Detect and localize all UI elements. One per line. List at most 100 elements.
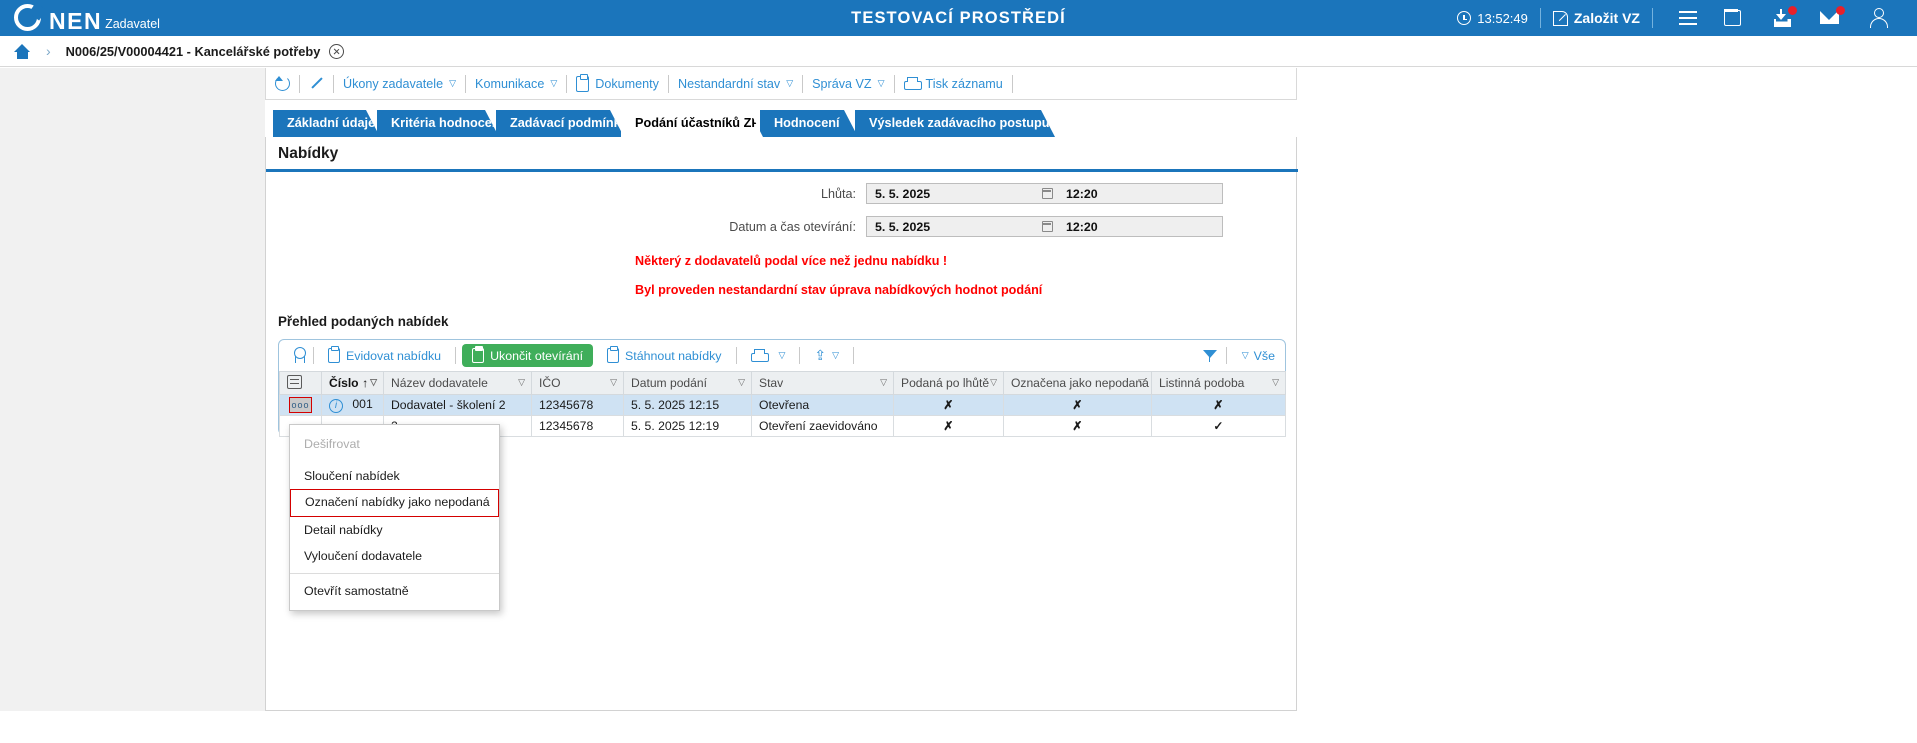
ctx-otevrit-samostatne[interactable]: Otevřít samostatně [304,584,409,598]
menu-komunikace[interactable]: Komunikace ▽ [466,68,566,99]
calendar-icon[interactable] [1042,221,1053,232]
column-chooser[interactable] [279,371,322,395]
otevirani-input[interactable]: 5. 5. 2025 12:20 [866,216,1223,237]
printer-icon [750,348,769,363]
ctx-oznaceni-nabidky-jako-nepodana[interactable]: Označení nabídky jako nepodaná [290,489,499,517]
clock-time: 13:52:49 [1477,10,1528,26]
divider [799,347,801,364]
info-icon[interactable]: i [329,399,343,413]
calendar-icon[interactable] [1042,188,1053,199]
divider [1652,8,1653,28]
cislo-value: 001 [352,397,373,411]
cell-stav: Otevřena [751,394,894,416]
brand-logo[interactable]: NEN Zadavatel [14,4,160,34]
cell-oznacena-jako-nepodana: ✗ [1003,415,1152,437]
th-label: Označena jako nepodaná [1011,376,1149,390]
mail-icon[interactable] [1820,6,1845,29]
divider [735,347,737,364]
create-vz-label: Založit VZ [1573,10,1640,26]
th-label: Listinná podoba [1159,376,1245,390]
menu-nestandardni-stav[interactable]: Nestandardní stav ▽ [669,68,802,99]
menu-sprava-vz[interactable]: Správa VZ ▽ [803,68,893,99]
lhuta-input[interactable]: 5. 5. 2025 12:20 [866,183,1223,204]
th-ico[interactable]: IČO ▽ [531,371,624,395]
stahnout-nabidky-button[interactable]: Stáhnout nabídky [599,346,729,365]
divider [566,74,568,93]
calendar-icon[interactable] [1724,7,1746,29]
th-cislo[interactable]: Číslo ↑ ▽ [321,371,384,395]
user-icon[interactable] [1868,7,1890,29]
tab-hodnoceni[interactable]: Hodnocení [760,110,858,137]
clock-display: 13:52:49 [1457,11,1528,26]
cell-ico: 12345678 [531,415,624,437]
printer-icon [903,76,922,91]
breadcrumb-label[interactable]: N006/25/V00004421 - Kancelářské potřeby [65,43,321,59]
tab-podani-ucastniku-zp[interactable]: Podání účastníků ZP [621,110,763,137]
menu-label: Úkony zadavatele [343,76,444,91]
cell-ico: 12345678 [531,394,624,416]
ctx-detail-nabidky[interactable]: Detail nabídky [304,523,383,537]
close-icon[interactable] [329,43,345,59]
ctx-vylouceni-dodavatele[interactable]: Vyloučení dodavatele [304,549,423,563]
divider [313,347,314,364]
cell-oznacena-jako-nepodana: ✗ [1003,394,1152,416]
brand-name: NEN [49,8,103,34]
chevron-down-icon: ▽ [778,350,786,360]
chevron-down-icon: ▽ [518,377,525,387]
export-button[interactable]: ⇪ ▽ [806,345,847,366]
cell-cislo: i 001 [321,394,384,416]
th-datum-podani[interactable]: Datum podání ▽ [623,371,752,395]
download-icon[interactable] [1772,6,1797,29]
column-settings-icon [287,374,302,389]
ukoncit-otevirani-button[interactable]: Ukončit otevírání [462,344,594,367]
th-listinna-podoba[interactable]: Listinná podoba ▽ [1151,371,1286,395]
document-icon [576,73,590,92]
menu-icon[interactable] [1679,11,1697,25]
cell-podana-po-lhute: ✗ [893,415,1004,437]
menu-label: Komunikace [475,76,545,91]
evidovat-nabidku-button[interactable]: Evidovat nabídku [320,346,449,365]
divider [333,74,334,93]
tab-kriteria-hodnoceni[interactable]: Kritéria hodnocení [377,110,499,137]
th-label: Datum podání [631,376,707,390]
funnel-icon[interactable] [1202,349,1217,362]
menu-label: Dokumenty [595,76,659,91]
filter-all-label[interactable]: Vše [1253,348,1275,363]
create-vz-button[interactable]: Založit VZ [1552,10,1640,26]
cell-nazev-dodavatele: Dodavatel - školení 2 [383,394,532,416]
row-menu-button[interactable]: ooo [289,397,312,413]
chevron-down-icon: ▽ [370,377,377,387]
divider [853,347,855,364]
award-icon[interactable] [291,347,307,364]
divider [465,74,467,93]
refresh-icon [275,76,290,91]
tab-zakladni-udaje[interactable]: Základní údaje [273,110,380,137]
refresh-button[interactable] [266,68,299,99]
menu-tisk-zaznamu[interactable]: Tisk záznamu [895,68,1012,99]
ctx-slouceni-nabidek[interactable]: Sloučení nabídek [304,469,400,483]
app-header: NEN Zadavatel TESTOVACÍ PROSTŘEDÍ 13:52:… [0,0,1917,36]
menu-ukony-zadavatele[interactable]: Úkony zadavatele ▽ [334,68,465,99]
divider [1539,8,1541,28]
breadcrumb: › N006/25/V00004421 - Kancelářské potřeb… [0,36,1917,67]
button-label: Evidovat nabídku [346,348,442,363]
th-oznacena-jako-nepodana[interactable]: Označena jako nepodaná ▽ [1003,371,1152,395]
chevron-down-icon: ▽ [880,377,887,387]
edit-button[interactable] [300,68,333,99]
tab-zadavaci-podminky[interactable]: Zadávací podmínky [496,110,624,137]
th-nazev-dodavatele[interactable]: Název dodavatele ▽ [383,371,532,395]
row-actions-cell[interactable]: ooo [279,394,322,416]
clipboard-icon [328,346,340,363]
home-icon[interactable] [14,43,31,59]
divider [299,74,300,93]
main-panel: Nabídky Lhůta: 5. 5. 2025 12:20 Datum a … [265,137,1298,711]
chevron-down-icon: ▽ [738,377,745,387]
otevirani-date-value: 5. 5. 2025 [875,219,931,234]
print-button[interactable]: ▽ [743,347,794,365]
th-podana-po-lhute[interactable]: Podaná po lhůtě ▽ [893,371,1004,395]
table-row[interactable]: ooo i 001 Dodavatel - školení 2 12345678… [279,394,1286,416]
menu-dokumenty[interactable]: Dokumenty [567,68,668,99]
header-actions: 13:52:49 Založit VZ [1457,0,1917,36]
tab-vysledek-zadavaciho-postupu[interactable]: Výsledek zadávacího postupu [855,110,1055,137]
th-stav[interactable]: Stav ▽ [751,371,894,395]
